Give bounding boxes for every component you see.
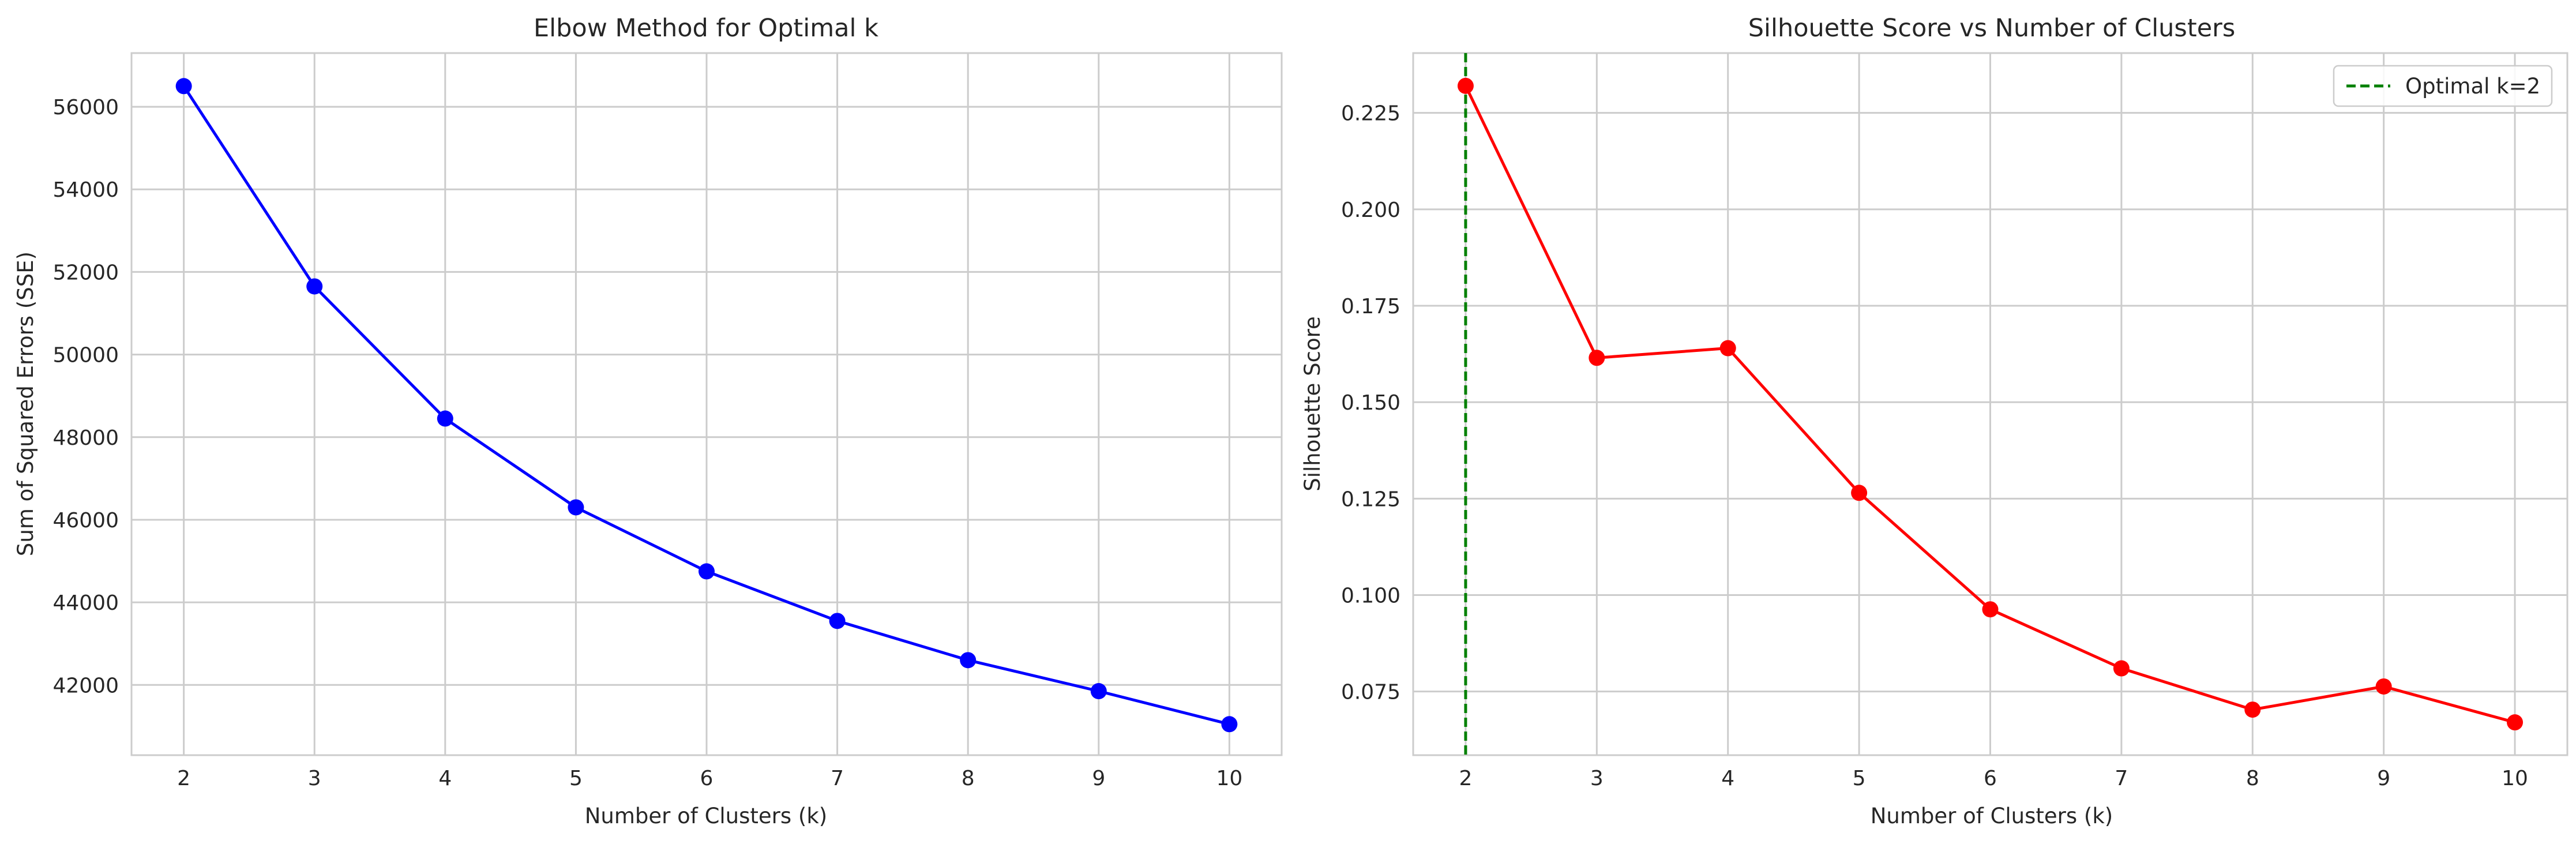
elbow-y-axis-label: Sum of Squared Errors (SSE) bbox=[13, 252, 38, 556]
elbow-data-point bbox=[568, 499, 584, 516]
silhouette-x-tick-label: 9 bbox=[2377, 767, 2390, 790]
silhouette-y-tick-label: 0.175 bbox=[1341, 295, 1400, 318]
elbow-data-point bbox=[1090, 683, 1107, 700]
silhouette-tick-labels: 2 3 4 5 6 7 8 9 10 0.075 0.100 0.125 0.150 0.175 0.200… bbox=[1341, 102, 2528, 790]
silhouette-plot-frame bbox=[1412, 52, 2569, 756]
silhouette-data-point bbox=[1982, 601, 1999, 618]
elbow-y-tick-label: 42000 bbox=[52, 674, 119, 697]
elbow-y-tick-label: 48000 bbox=[52, 426, 119, 450]
silhouette-data-point bbox=[2375, 678, 2392, 695]
elbow-x-tick-label: 2 bbox=[177, 767, 190, 790]
silhouette-x-tick-label: 4 bbox=[1721, 767, 1734, 790]
silhouette-y-axis-label: Silhouette Score bbox=[1300, 316, 1325, 492]
silhouette-y-tick-label: 0.200 bbox=[1341, 198, 1400, 222]
silhouette-y-tick-label: 0.125 bbox=[1341, 487, 1400, 511]
silhouette-x-tick-label: 6 bbox=[1984, 767, 1997, 790]
silhouette-data-point bbox=[1589, 350, 1605, 366]
silhouette-data-point bbox=[2113, 660, 2130, 677]
elbow-x-tick-label: 7 bbox=[831, 767, 844, 790]
silhouette-y-tick-label: 0.150 bbox=[1341, 391, 1400, 415]
elbow-data-point bbox=[1221, 716, 1238, 733]
legend: Optimal k=2 bbox=[2333, 65, 2553, 107]
silhouette-x-axis-label: Number of Clusters (k) bbox=[1871, 804, 2113, 828]
silhouette-x-tick-label: 2 bbox=[1459, 767, 1473, 790]
elbow-data-point bbox=[960, 652, 977, 669]
elbow-chart-title: Elbow Method for Optimal k bbox=[534, 14, 878, 43]
silhouette-data-point bbox=[1457, 77, 1474, 94]
elbow-y-tick-label: 54000 bbox=[52, 178, 119, 202]
elbow-x-tick-label: 9 bbox=[1092, 767, 1105, 790]
elbow-y-tick-label: 46000 bbox=[52, 509, 119, 532]
legend-box bbox=[2333, 65, 2553, 107]
silhouette-data-point bbox=[1851, 485, 1868, 501]
silhouette-series bbox=[1457, 77, 2524, 731]
silhouette-data-point bbox=[1719, 340, 1736, 357]
elbow-x-axis-label: Number of Clusters (k) bbox=[585, 804, 827, 828]
elbow-data-point bbox=[306, 278, 323, 295]
elbow-data-point bbox=[437, 410, 453, 427]
legend-entry-label: Optimal k=2 bbox=[2405, 74, 2540, 99]
elbow-plot-frame bbox=[130, 52, 1283, 756]
elbow-tick-labels: 2 3 4 5 6 7 8 9 10 42000 44000 46000 48000 50000 52000… bbox=[52, 96, 1242, 790]
silhouette-chart-title: Silhouette Score vs Number of Clusters bbox=[1748, 14, 2235, 43]
silhouette-x-tick-label: 7 bbox=[2115, 767, 2128, 790]
elbow-x-tick-label: 6 bbox=[700, 767, 714, 790]
elbow-x-tick-label: 4 bbox=[438, 767, 452, 790]
elbow-grid bbox=[132, 53, 1282, 755]
silhouette-y-tick-label: 0.075 bbox=[1341, 681, 1400, 704]
silhouette-x-tick-label: 10 bbox=[2502, 767, 2528, 790]
elbow-x-tick-label: 5 bbox=[569, 767, 583, 790]
elbow-x-tick-label: 10 bbox=[1216, 767, 1242, 790]
silhouette-data-point bbox=[2244, 702, 2261, 718]
elbow-y-tick-label: 56000 bbox=[52, 96, 119, 119]
elbow-data-point bbox=[175, 78, 192, 95]
silhouette-y-tick-label: 0.100 bbox=[1341, 584, 1400, 607]
elbow-data-point bbox=[699, 563, 715, 580]
elbow-chart: Elbow Method for Optimal k 2 3 4 5 6 7 8 9 10 420… bbox=[13, 14, 1283, 828]
silhouette-chart: Silhouette Score vs Number of Clusters 2… bbox=[1300, 14, 2569, 828]
elbow-series bbox=[175, 78, 1238, 733]
silhouette-x-tick-label: 5 bbox=[1853, 767, 1866, 790]
silhouette-data-point bbox=[2507, 714, 2524, 731]
silhouette-y-tick-label: 0.225 bbox=[1341, 102, 1400, 126]
elbow-x-tick-label: 3 bbox=[308, 767, 321, 790]
elbow-y-tick-label: 44000 bbox=[52, 591, 119, 615]
elbow-y-tick-label: 50000 bbox=[52, 344, 119, 367]
elbow-x-tick-label: 8 bbox=[962, 767, 975, 790]
silhouette-x-tick-label: 3 bbox=[1590, 767, 1604, 790]
elbow-data-point bbox=[829, 613, 846, 629]
silhouette-x-tick-label: 8 bbox=[2246, 767, 2259, 790]
elbow-y-tick-label: 52000 bbox=[52, 261, 119, 284]
